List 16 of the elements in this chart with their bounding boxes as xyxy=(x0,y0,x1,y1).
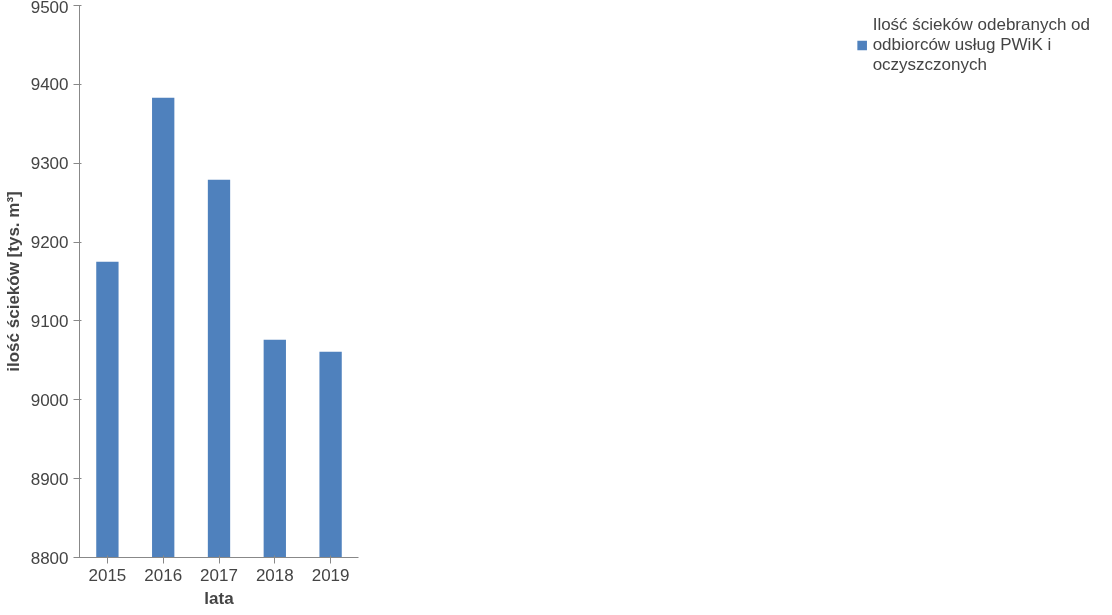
y-tick-label: 8900 xyxy=(30,469,69,489)
x-tick-label: 2015 xyxy=(88,565,127,585)
y-tick-label: 9100 xyxy=(30,311,69,331)
x-axis-title: lata xyxy=(204,588,235,608)
y-tick-label: 9300 xyxy=(30,154,69,174)
y-tick-label: 8800 xyxy=(30,548,69,568)
y-tick-label: 9000 xyxy=(30,390,69,410)
x-tick-label: 2018 xyxy=(255,565,294,585)
y-axis-title: ilość ścieków [tys. m³] xyxy=(3,191,23,372)
y-tick-label: 9500 xyxy=(30,0,69,17)
y-tick-label: 9400 xyxy=(30,75,69,95)
x-tick-label: 2017 xyxy=(200,565,238,585)
legend-label: Ilość ścieków odebranych od odbiorców usług PWiK i oczyszczonych xyxy=(872,15,1090,75)
x-tick-label: 2016 xyxy=(144,565,183,585)
y-tick-label: 9200 xyxy=(30,233,69,253)
x-tick-label: 2019 xyxy=(311,565,350,585)
